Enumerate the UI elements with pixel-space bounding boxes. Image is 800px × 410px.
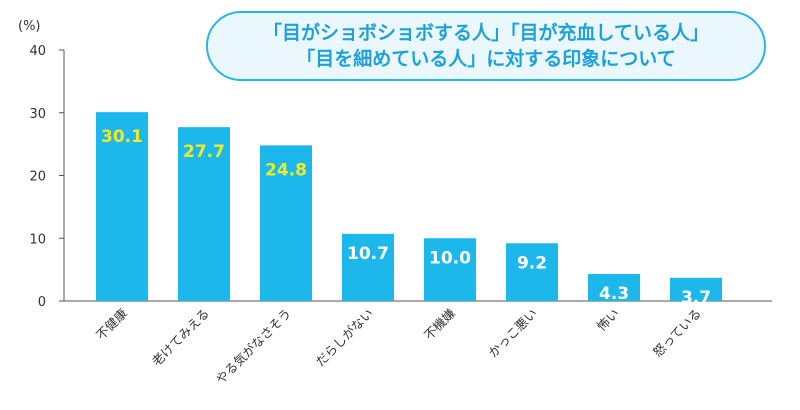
bar-value-label: 9.2 (517, 253, 547, 273)
chart-title-box: 「目がショボショボする人」「目が充血している人」 「目を細めている人」に対する印… (206, 11, 766, 81)
bar-value-label: 4.3 (599, 284, 629, 304)
x-category-label: 怒っている (650, 306, 704, 360)
bar-value-label: 3.7 (681, 288, 711, 308)
bar-value-label: 30.1 (101, 127, 143, 147)
y-axis-unit-label: (%) (18, 19, 41, 34)
bar (342, 233, 394, 301)
bars-group (96, 112, 722, 302)
y-axis-ticks: 0 10 20 30 40 (29, 44, 64, 310)
value-labels-group: 30.1 27.7 24.8 10.7 10.0 9.2 4.3 3.7 (101, 127, 711, 308)
y-tick-label: 30 (29, 107, 46, 122)
x-category-label: やる気がなさそう (213, 306, 294, 387)
chart-title-line-2: 「目を細めている人」に対する印象について (296, 48, 676, 70)
bar-value-label: 27.7 (183, 142, 225, 162)
x-category-label: かっこ悪い (485, 306, 540, 361)
x-axis-labels: 不健康 老けてみえる やる気がなさそう だらしがない 不機嫌 かっこ悪い 怖い 怒っている (93, 305, 704, 387)
bar (96, 112, 148, 301)
x-category-label: 不健康 (93, 305, 130, 342)
x-category-label: 怖い (594, 306, 622, 334)
bar (178, 127, 230, 302)
bar (670, 277, 722, 301)
y-tick-label: 40 (29, 44, 46, 59)
x-category-label: 不機嫌 (421, 306, 458, 343)
bar (506, 243, 558, 301)
x-category-label: 老けてみえる (149, 306, 212, 369)
y-tick-label: 10 (29, 232, 46, 247)
bar (260, 145, 312, 301)
y-tick-label: 20 (29, 170, 46, 185)
bar-value-label: 10.7 (347, 244, 389, 264)
chart-title-line-1: 「目がショボショボする人」「目が充血している人」 (263, 22, 709, 44)
bar-value-label: 10.0 (429, 248, 471, 268)
bar (588, 274, 640, 301)
bar-value-label: 24.8 (265, 160, 307, 180)
x-category-label: だらしがない (312, 306, 376, 370)
bar (424, 238, 476, 301)
y-tick-label: 0 (38, 295, 46, 310)
